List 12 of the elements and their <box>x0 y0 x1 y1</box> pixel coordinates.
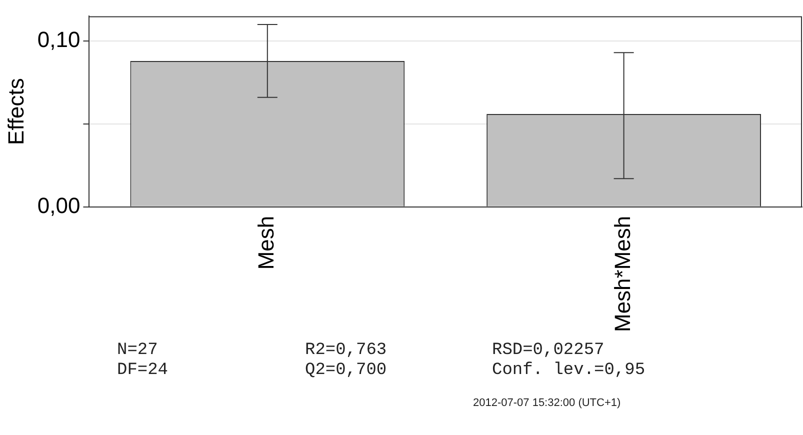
x-tick-label: Mesh <box>253 216 278 270</box>
x-tick-label: Mesh*Mesh <box>610 216 635 332</box>
text: DF=24 <box>117 361 170 381</box>
text: R2=0,763 <box>305 341 388 361</box>
text: 2012-07-07 15:32:00 (UTC+1) <box>473 397 621 409</box>
y-axis-title: Effects <box>3 78 28 145</box>
text: RSD=0,02257 <box>492 341 606 361</box>
y-tick-label: 0,00 <box>37 192 80 218</box>
text: N=27 <box>117 341 159 361</box>
text: Q2=0,700 <box>305 361 388 381</box>
y-tick-label: 0,10 <box>37 27 80 52</box>
text: Conf. lev.=0,95 <box>492 361 646 381</box>
